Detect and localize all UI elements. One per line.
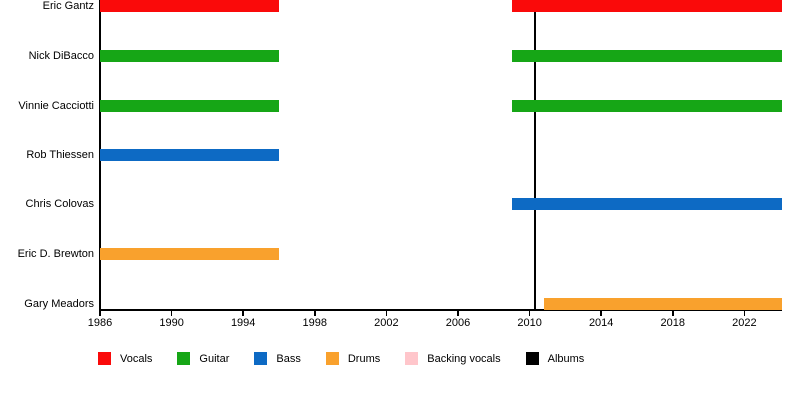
x-axis-tick — [170, 310, 173, 316]
legend-color-swatch-icon — [525, 352, 539, 365]
member-name-label: Rob Thiessen — [26, 149, 94, 161]
x-axis-tick — [99, 310, 101, 316]
member-name-label: Eric Gantz — [42, 0, 94, 12]
member-name-label: Nick DiBacco — [28, 50, 94, 62]
member-stint-bar — [100, 248, 279, 260]
legend-item-label: Guitar — [199, 352, 230, 365]
x-axis-tick — [385, 310, 388, 316]
member-name-label: Eric D. Brewton — [17, 248, 94, 260]
x-axis-tick-label: 2022 — [732, 317, 757, 329]
legend-item: Drums — [325, 352, 381, 365]
legend-color-swatch-icon — [405, 352, 419, 365]
legend-item-label: Albums — [547, 352, 585, 365]
x-axis-tick-label: 2002 — [374, 317, 399, 329]
member-stint-bar — [511, 0, 782, 12]
member-stint-bar — [100, 50, 279, 62]
member-name-label: Vinnie Cacciotti — [18, 100, 94, 112]
x-axis-tick — [457, 310, 459, 316]
legend-item-label: Vocals — [120, 352, 153, 365]
x-axis-tick-label: 1990 — [159, 317, 184, 329]
x-axis-tick — [743, 310, 746, 316]
member-stint-bar — [100, 0, 279, 12]
member-stint-bar — [543, 298, 782, 310]
album-release-line — [533, 0, 537, 310]
x-axis-tick-label: 2018 — [660, 317, 686, 329]
x-axis-tick — [314, 310, 316, 316]
legend: Vocals Guitar Bass Drums Backing vocals Album… — [98, 352, 584, 365]
legend-item-label: Backing vocals — [427, 352, 501, 365]
legend-item: Albums — [525, 352, 585, 365]
legend-item-label: Bass — [276, 352, 301, 365]
member-name-label: Gary Meadors — [24, 298, 94, 310]
legend-item-label: Drums — [347, 352, 381, 365]
x-axis-tick — [242, 310, 244, 316]
x-axis-tick-label: 2010 — [517, 317, 542, 329]
member-stint-bar — [100, 149, 279, 161]
legend-item: Vocals — [98, 352, 152, 365]
legend-item: Bass — [254, 352, 301, 365]
x-axis-tick-label: 2014 — [588, 317, 614, 329]
legend-item: Guitar — [177, 352, 229, 365]
legend-color-swatch-icon — [98, 352, 111, 365]
x-axis-tick — [528, 310, 531, 316]
x-axis-tick-label: 1986 — [87, 317, 113, 329]
x-axis-tick-label: 1994 — [230, 317, 256, 329]
legend-color-swatch-icon — [254, 352, 268, 365]
member-stint-bar — [511, 50, 782, 62]
x-axis-line — [99, 309, 782, 311]
x-axis-tick — [600, 310, 602, 316]
member-stint-bar — [511, 198, 782, 210]
legend-item: Backing vocals — [405, 352, 501, 365]
x-axis-tick — [672, 310, 674, 316]
legend-color-swatch-icon — [325, 352, 339, 365]
legend-color-swatch-icon — [177, 352, 191, 365]
member-stint-bar — [100, 100, 279, 112]
x-axis-tick-label: 2006 — [445, 317, 471, 329]
member-name-label: Chris Colovas — [25, 198, 94, 210]
member-stint-bar — [511, 100, 782, 112]
x-axis-tick-label: 1998 — [302, 317, 328, 329]
